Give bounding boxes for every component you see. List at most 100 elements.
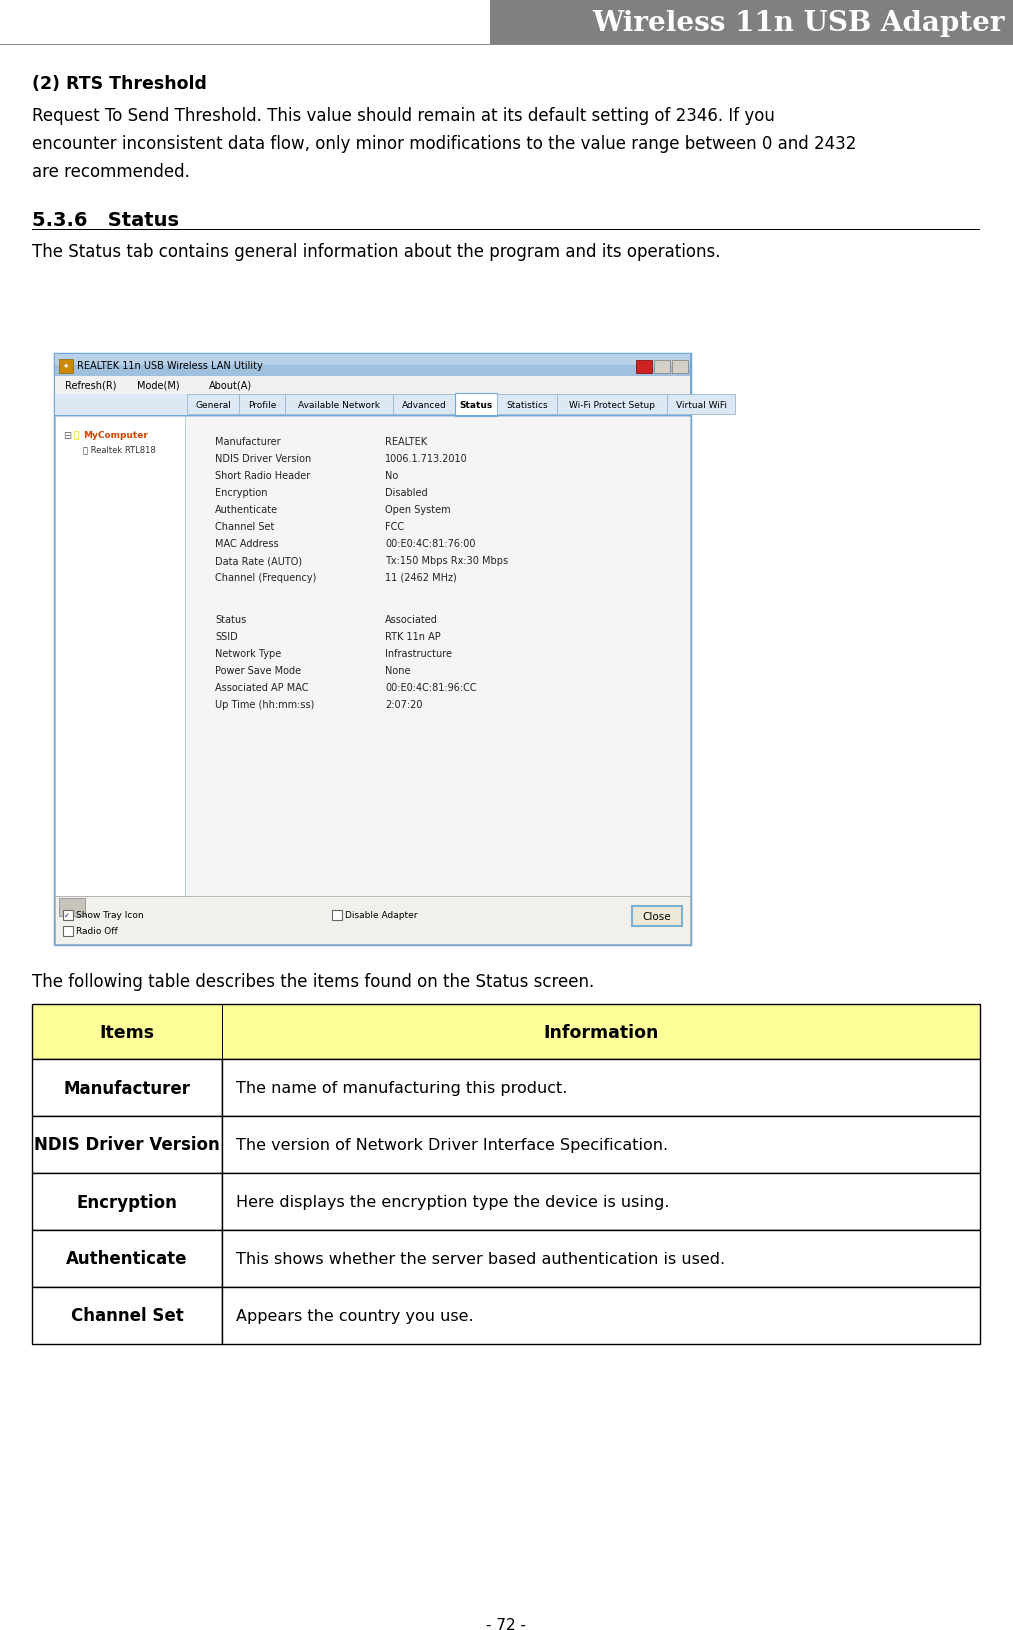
Text: Request To Send Threshold. This value should remain at its default setting of 23: Request To Send Threshold. This value sh… xyxy=(32,108,775,126)
Text: Infrastructure: Infrastructure xyxy=(385,649,452,659)
Text: FCC: FCC xyxy=(385,522,404,531)
Text: MyComputer: MyComputer xyxy=(83,430,148,440)
Bar xyxy=(654,360,670,373)
Text: Status: Status xyxy=(215,615,246,624)
Bar xyxy=(55,394,690,417)
Text: ⊟: ⊟ xyxy=(63,430,71,440)
Text: Close: Close xyxy=(642,911,672,921)
Bar xyxy=(63,911,73,921)
Text: MAC Address: MAC Address xyxy=(215,538,279,549)
Text: Status: Status xyxy=(459,401,492,411)
Text: Channel (Frequency): Channel (Frequency) xyxy=(215,572,316,582)
Bar xyxy=(222,1288,980,1345)
Bar xyxy=(557,394,667,414)
Text: Items: Items xyxy=(99,1024,155,1042)
Text: Available Network: Available Network xyxy=(298,401,380,411)
Text: Up Time (hh:mm:ss): Up Time (hh:mm:ss) xyxy=(215,699,314,709)
Bar xyxy=(222,1060,980,1117)
Text: 2:07:20: 2:07:20 xyxy=(385,699,422,709)
Text: Associated AP MAC: Associated AP MAC xyxy=(215,683,309,693)
Text: Appears the country you use.: Appears the country you use. xyxy=(236,1309,474,1324)
Bar xyxy=(55,355,690,377)
Text: Wi-Fi Protect Setup: Wi-Fi Protect Setup xyxy=(569,401,655,411)
Text: Information: Information xyxy=(543,1024,658,1042)
Text: Manufacturer: Manufacturer xyxy=(215,437,281,447)
Text: Show Tray Icon: Show Tray Icon xyxy=(76,911,144,919)
Text: Statistics: Statistics xyxy=(506,401,548,411)
Bar xyxy=(32,1288,222,1345)
Text: Virtual WiFi: Virtual WiFi xyxy=(676,401,726,411)
Text: - 72 -: - 72 - xyxy=(486,1617,527,1630)
Text: General: General xyxy=(196,401,231,411)
Text: Authenticate: Authenticate xyxy=(66,1250,187,1268)
Text: Encryption: Encryption xyxy=(77,1193,177,1211)
Bar xyxy=(490,0,1013,46)
Text: RTK 11n AP: RTK 11n AP xyxy=(385,631,441,642)
Bar xyxy=(63,926,73,936)
Bar xyxy=(55,417,185,897)
Text: The version of Network Driver Interface Specification.: The version of Network Driver Interface … xyxy=(236,1138,669,1152)
Text: Data Rate (AUTO): Data Rate (AUTO) xyxy=(215,556,302,566)
Bar xyxy=(187,394,239,414)
Bar xyxy=(32,1117,222,1174)
Text: The name of manufacturing this product.: The name of manufacturing this product. xyxy=(236,1081,567,1095)
Bar xyxy=(285,394,393,414)
Text: 00:E0:4C:81:76:00: 00:E0:4C:81:76:00 xyxy=(385,538,475,549)
Text: None: None xyxy=(385,665,410,675)
Text: encounter inconsistent data flow, only minor modifications to the value range be: encounter inconsistent data flow, only m… xyxy=(32,135,856,153)
Bar xyxy=(667,394,735,414)
Bar xyxy=(222,1117,980,1174)
Bar xyxy=(55,365,690,377)
Text: REALTEK 11n USB Wireless LAN Utility: REALTEK 11n USB Wireless LAN Utility xyxy=(77,360,262,370)
Bar xyxy=(32,1060,222,1117)
Bar xyxy=(393,394,455,414)
Text: Refresh(R): Refresh(R) xyxy=(65,381,116,391)
Text: Associated: Associated xyxy=(385,615,438,624)
Text: Network Type: Network Type xyxy=(215,649,282,659)
Text: SSID: SSID xyxy=(215,631,238,642)
Text: NDIS Driver Version: NDIS Driver Version xyxy=(215,453,311,463)
Text: Disable Adapter: Disable Adapter xyxy=(345,911,417,919)
Text: ✓: ✓ xyxy=(64,913,70,919)
Bar xyxy=(222,1174,980,1231)
Text: (2) RTS Threshold: (2) RTS Threshold xyxy=(32,75,207,93)
Text: Power Save Mode: Power Save Mode xyxy=(215,665,301,675)
Text: The following table describes the items found on the Status screen.: The following table describes the items … xyxy=(32,973,595,991)
Bar xyxy=(55,897,690,944)
Bar xyxy=(59,898,85,916)
Text: 5.3.6   Status: 5.3.6 Status xyxy=(32,210,179,230)
Text: Mode(M): Mode(M) xyxy=(137,381,179,391)
Text: are recommended.: are recommended. xyxy=(32,163,189,181)
Bar xyxy=(239,394,285,414)
Bar xyxy=(455,394,497,417)
Bar xyxy=(55,897,185,918)
Bar xyxy=(32,1231,222,1288)
Bar xyxy=(632,906,682,926)
Bar xyxy=(672,360,688,373)
Text: About(A): About(A) xyxy=(209,381,252,391)
Bar xyxy=(497,394,557,414)
Text: ★: ★ xyxy=(63,363,69,368)
Text: 🖥: 🖥 xyxy=(73,430,78,440)
Text: Advanced: Advanced xyxy=(401,401,447,411)
Bar xyxy=(636,360,652,373)
Text: The Status tab contains general information about the program and its operations: The Status tab contains general informat… xyxy=(32,243,720,261)
Text: Profile: Profile xyxy=(248,401,277,411)
Text: Wireless 11n USB Adapter: Wireless 11n USB Adapter xyxy=(593,10,1005,36)
Text: REALTEK: REALTEK xyxy=(385,437,427,447)
Text: Tx:150 Mbps Rx:30 Mbps: Tx:150 Mbps Rx:30 Mbps xyxy=(385,556,509,566)
Text: Channel Set: Channel Set xyxy=(215,522,275,531)
Bar xyxy=(59,360,73,373)
Text: Here displays the encryption type the device is using.: Here displays the encryption type the de… xyxy=(236,1195,670,1209)
Bar xyxy=(55,355,690,944)
Text: 1006.1.713.2010: 1006.1.713.2010 xyxy=(385,453,468,463)
Text: Encryption: Encryption xyxy=(215,487,267,497)
Text: Manufacturer: Manufacturer xyxy=(64,1079,190,1097)
Text: Authenticate: Authenticate xyxy=(215,505,279,515)
Bar xyxy=(185,417,690,897)
Text: 🔌 Realtek RTL818: 🔌 Realtek RTL818 xyxy=(83,445,156,453)
Text: No: No xyxy=(385,471,398,481)
Text: This shows whether the server based authentication is used.: This shows whether the server based auth… xyxy=(236,1252,725,1267)
Text: Channel Set: Channel Set xyxy=(71,1307,183,1325)
Text: 00:E0:4C:81:96:CC: 00:E0:4C:81:96:CC xyxy=(385,683,477,693)
